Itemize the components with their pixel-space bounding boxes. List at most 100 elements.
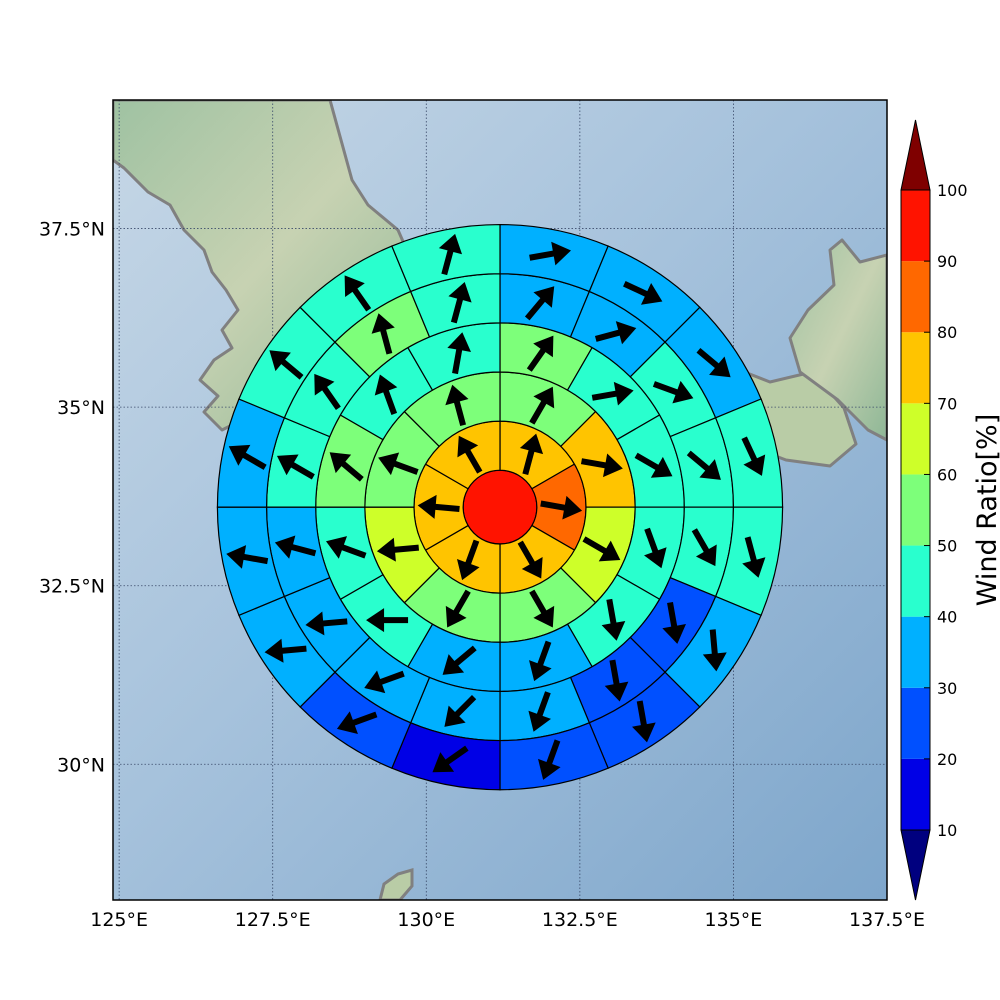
map-area [112, 99, 888, 901]
wind-arrow [529, 589, 555, 628]
wind-arrow [457, 435, 483, 474]
map-frame [112, 99, 888, 901]
wind-arrow-shape [529, 241, 572, 266]
wind-arrow-shape [378, 452, 419, 476]
wind-arrow-shape [580, 453, 623, 478]
wind-arrow-shape [696, 348, 731, 378]
wind-arrow-shape [517, 540, 543, 579]
wind-arrow-shape [456, 539, 480, 581]
wind-arrow-shape [447, 332, 472, 375]
wind-arrow-shape [269, 350, 304, 380]
colorbar-tick-label: 70 [937, 394, 957, 413]
wind-arrow [519, 433, 544, 476]
wind-arrow [366, 608, 409, 633]
colorbar-tick-label: 40 [937, 608, 957, 627]
lat-tick-label: 30°N [57, 754, 105, 776]
wind-arrow [594, 321, 637, 345]
lat-tick-label: 37.5°N [39, 219, 105, 241]
wind-arrow [274, 535, 317, 559]
colorbar-tick-label: 100 [937, 181, 968, 200]
wind-arrow-shape [528, 691, 551, 732]
wind-arrow [447, 332, 472, 375]
wind-arrow [652, 380, 694, 404]
colorbar-bin [901, 545, 930, 617]
lon-tick-label: 127.5°E [235, 909, 311, 931]
wind-arrow-shape [524, 286, 555, 321]
wind-arrow-shape [325, 536, 367, 559]
latitude-tick-labels: 30°N 32.5°N 35°N 37.5°N [39, 219, 105, 777]
wind-arrow [634, 452, 673, 478]
colorbar-tick-label: 30 [937, 679, 957, 698]
wind-ratio-polar-grid [216, 223, 784, 791]
wind-arrow [742, 536, 766, 578]
colorbar-bin [901, 616, 930, 688]
wind-arrow-shape [662, 601, 686, 644]
wind-arrow [344, 275, 372, 312]
wind-arrow [601, 598, 626, 641]
wind-arrow [336, 711, 378, 734]
wind-arrow [517, 540, 543, 579]
wind-arrow [524, 286, 555, 321]
wind-arrow [529, 640, 552, 682]
wind-arrow [264, 638, 307, 663]
wind-arrow-shape [364, 670, 405, 694]
wind-arrow-shape [366, 608, 409, 633]
wind-arrow-shape [623, 281, 663, 305]
wind-arrow [269, 350, 304, 380]
wind-arrow-shape [329, 452, 364, 482]
wind-arrow-shape [540, 495, 583, 520]
wind-arrow [623, 281, 663, 305]
wind-arrow [540, 495, 583, 520]
colorbar: 10 20 30 40 50 60 70 80 90 100 [900, 119, 968, 901]
wind-arrow-shape [445, 589, 471, 628]
wind-arrow [526, 335, 554, 372]
wind-arrow [686, 450, 721, 480]
wind-arrow-shape [741, 436, 766, 476]
wind-arrow-shape [444, 695, 477, 727]
wind-arrow [644, 527, 667, 569]
wind-arrow [371, 313, 395, 355]
wind-arrow [662, 601, 686, 644]
wind-arrow-shape [276, 454, 315, 480]
wind-arrow [432, 745, 469, 773]
wind-arrow-shape [264, 638, 307, 663]
colorbar-frame [900, 189, 931, 831]
wind-arrow-shape [314, 373, 341, 411]
wind-arrow [444, 695, 477, 727]
colorbar-tick-label: 80 [937, 323, 957, 342]
colorbar-bin [901, 403, 930, 475]
wind-arrow-shape [442, 645, 477, 675]
wind-arrow-shape [457, 435, 483, 474]
wind-arrow [276, 454, 315, 480]
wind-arrow-shape [228, 444, 267, 470]
colorbar-tick-label: 90 [937, 252, 957, 271]
wind-arrow [448, 282, 472, 324]
lon-tick-label: 125°E [90, 909, 148, 931]
colorbar-label: Wind Ratio[%] [972, 414, 1000, 606]
wind-arrow [329, 452, 364, 482]
wind-arrow [442, 645, 477, 675]
wind-direction-arrows [226, 233, 766, 780]
colorbar-tick-label: 20 [937, 750, 957, 769]
wind-arrow-shape [529, 386, 555, 425]
wind-arrow-shape [226, 545, 269, 569]
wind-arrow [445, 589, 471, 628]
wind-arrow [378, 452, 419, 476]
colorbar-bin [901, 190, 930, 262]
wind-arrow-shape [594, 321, 637, 345]
lon-tick-label: 130°E [397, 909, 455, 931]
wind-arrow-shape [538, 739, 561, 780]
colorbar-tick-label: 10 [937, 821, 957, 840]
wind-arrow [364, 670, 405, 694]
wind-arrow [438, 233, 463, 276]
wind-arrow-shape [529, 640, 552, 682]
wind-arrow-shape [604, 659, 629, 702]
wind-arrow-shape [582, 536, 621, 562]
wind-arrow-shape [652, 380, 694, 404]
wind-arrow [226, 545, 269, 569]
wind-arrow [456, 539, 480, 581]
wind-arrow [632, 700, 656, 743]
wind-arrow [376, 537, 420, 562]
wind-arrow [305, 611, 348, 636]
